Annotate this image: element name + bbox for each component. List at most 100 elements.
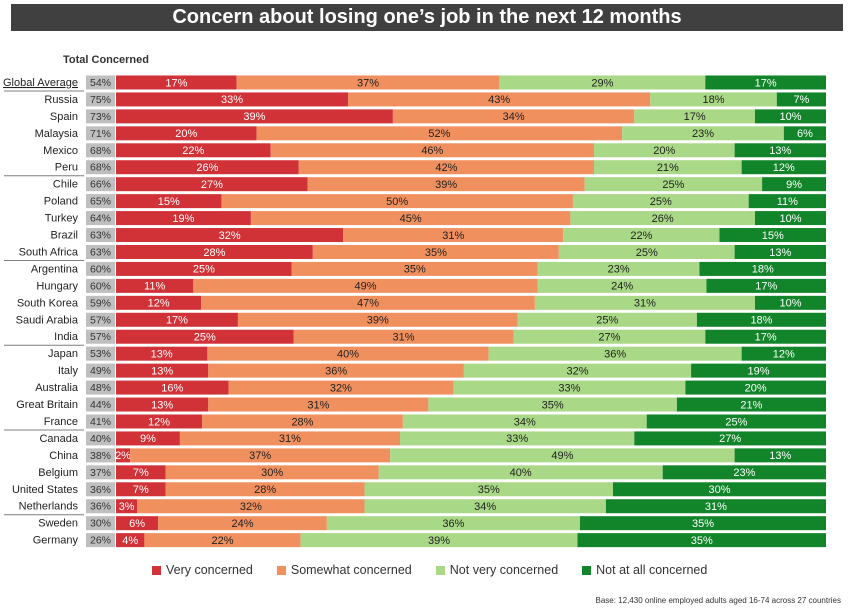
bar-segment-somewhat	[293, 329, 514, 344]
bar-segment-not-at-all	[719, 228, 826, 243]
total-concerned-box	[86, 516, 115, 531]
bar-segment-somewhat	[179, 431, 400, 446]
data-label-not-very: 34%	[474, 501, 496, 513]
legend-swatch-somewhat	[276, 565, 286, 575]
data-label-very: 12%	[148, 416, 170, 428]
data-label-not-at-all: 19%	[748, 365, 770, 377]
total-concerned-value: 44%	[90, 399, 111, 411]
bar-segment-somewhat	[343, 228, 564, 243]
data-label-very: 6%	[129, 518, 145, 530]
country-label: Saudi Arabia	[16, 314, 79, 326]
data-label-not-at-all: 13%	[769, 450, 791, 462]
bar-segment-not-at-all	[705, 75, 826, 90]
data-label-not-at-all: 12%	[773, 162, 795, 174]
data-label-somewhat: 39%	[435, 179, 457, 191]
data-label-not-at-all: 35%	[692, 518, 714, 530]
data-label-very: 13%	[151, 399, 173, 411]
legend-item-very: Very concerned	[152, 563, 253, 577]
bar-segment-not-very	[537, 261, 700, 276]
bar-segment-somewhat	[298, 160, 595, 175]
legend-label-not-very: Not very concerned	[449, 563, 559, 577]
data-label-not-very: 33%	[506, 433, 528, 445]
bar-segment-not-very	[402, 414, 647, 429]
bar-segment-not-very	[364, 482, 613, 497]
data-label-very: 17%	[166, 315, 188, 327]
bar-segment-very	[116, 228, 344, 243]
data-label-very: 3%	[119, 501, 135, 513]
total-concerned-box	[86, 346, 115, 361]
total-concerned-value: 71%	[90, 128, 111, 140]
bar-segment-not-at-all	[646, 414, 826, 429]
total-concerned-value: 26%	[90, 535, 111, 547]
total-concerned-box	[86, 228, 115, 243]
data-label-not-very: 33%	[558, 382, 580, 394]
data-label-not-very: 35%	[478, 484, 500, 496]
bar-segment-not-at-all	[634, 431, 826, 446]
total-concerned-header: Total Concerned	[63, 54, 149, 66]
total-concerned-value: 41%	[90, 416, 111, 428]
bar-segment-very	[116, 329, 294, 344]
data-label-somewhat: 37%	[249, 450, 271, 462]
legend-swatch-not-at-all	[582, 565, 592, 575]
data-label-not-at-all: 27%	[719, 433, 741, 445]
total-concerned-box	[86, 329, 115, 344]
data-label-not-at-all: 21%	[740, 399, 762, 411]
total-concerned-box	[86, 414, 115, 429]
bar-segment-somewhat	[193, 278, 538, 293]
total-concerned-value: 59%	[90, 297, 111, 309]
data-label-somewhat: 39%	[367, 315, 389, 327]
data-label-somewhat: 31%	[442, 230, 464, 242]
data-label-not-very: 26%	[652, 213, 674, 225]
bar-segment-not-at-all	[755, 295, 826, 310]
data-label-not-very: 36%	[442, 518, 464, 530]
data-label-not-very: 18%	[703, 94, 725, 106]
bar-segment-not-very	[390, 448, 735, 463]
data-label-not-very: 21%	[657, 162, 679, 174]
bar-segment-not-very	[513, 329, 706, 344]
data-label-somewhat: 50%	[386, 196, 408, 208]
bar-segment-somewhat	[208, 397, 429, 412]
bar-segment-not-at-all	[734, 143, 826, 158]
bar-segment-very	[116, 397, 209, 412]
data-label-not-very: 40%	[510, 467, 532, 479]
data-label-not-at-all: 30%	[708, 484, 730, 496]
total-concerned-box	[86, 211, 115, 226]
bar-segment-not-at-all	[676, 397, 826, 412]
country-label: Chile	[53, 179, 78, 191]
data-label-not-at-all: 17%	[755, 77, 777, 89]
data-label-very: 2%	[115, 450, 131, 462]
data-label-very: 7%	[133, 467, 149, 479]
legend-label-very: Very concerned	[166, 563, 253, 577]
total-concerned-value: 65%	[90, 196, 111, 208]
bar-segment-very	[116, 211, 251, 226]
data-label-somewhat: 40%	[337, 348, 359, 360]
total-concerned-value: 36%	[90, 484, 111, 496]
bar-segment-not-at-all	[755, 109, 826, 124]
bar-segment-very	[116, 75, 237, 90]
country-label: India	[54, 331, 79, 343]
bar-segment-not-very	[326, 516, 580, 531]
data-label-not-very: 36%	[604, 348, 626, 360]
bar-segment-not-very	[572, 194, 749, 209]
source-note: Base: 12,430 online employed adults aged…	[595, 596, 842, 605]
bar-segment-not-at-all	[783, 126, 826, 141]
bar-segment-very	[116, 160, 299, 175]
data-label-somewhat: 31%	[307, 399, 329, 411]
bar-segment-not-at-all	[705, 329, 826, 344]
data-label-very: 15%	[158, 196, 180, 208]
data-label-not-at-all: 17%	[755, 332, 777, 344]
data-label-somewhat: 32%	[330, 382, 352, 394]
total-concerned-value: 38%	[90, 450, 111, 462]
data-label-not-at-all: 15%	[762, 230, 784, 242]
bar-segment-not-very	[537, 278, 707, 293]
bar-segment-very	[116, 465, 166, 480]
data-label-not-very: 23%	[692, 128, 714, 140]
data-label-somewhat: 49%	[355, 281, 377, 293]
data-label-not-very: 24%	[611, 281, 633, 293]
bar-segment-not-at-all	[741, 346, 826, 361]
data-label-not-very: 49%	[551, 450, 573, 462]
data-label-very: 22%	[182, 145, 204, 157]
total-concerned-box	[86, 533, 115, 548]
data-label-somewhat: 45%	[400, 213, 422, 225]
bar-segment-very	[116, 448, 131, 463]
